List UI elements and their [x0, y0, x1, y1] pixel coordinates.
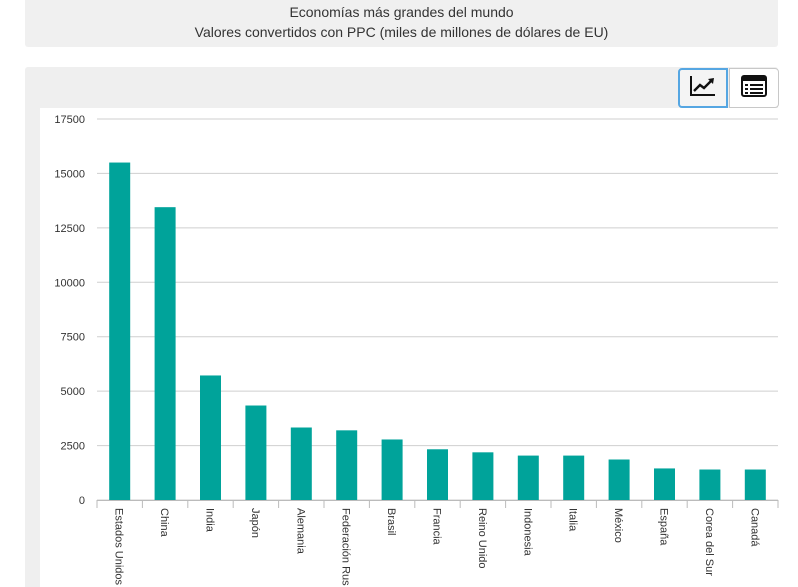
x-tick-label: China	[158, 508, 170, 538]
bar	[517, 455, 539, 500]
y-tick-label: 2500	[61, 441, 85, 453]
bar	[563, 455, 585, 500]
x-tick-label: Canadá	[748, 508, 760, 547]
x-tick-label: Estados Unidos	[113, 508, 125, 586]
bar	[245, 405, 267, 500]
chart-subtitle: Valores convertidos con PPC (miles de mi…	[194, 24, 609, 40]
y-tick-label: 10000	[54, 277, 85, 289]
chart-title-box: Economías más grandes del mundo Valores …	[25, 0, 778, 47]
chart-view-button[interactable]	[678, 68, 728, 108]
bar	[336, 430, 358, 500]
table-list-icon	[741, 74, 767, 102]
y-tick-label: 7500	[61, 332, 85, 344]
x-tick-label: Corea del Sur	[703, 508, 715, 576]
x-tick-label: Federación Rus	[340, 508, 352, 586]
y-tick-label: 15000	[54, 168, 85, 180]
bar	[744, 469, 766, 500]
line-chart-icon	[689, 75, 717, 102]
bar	[154, 207, 176, 500]
bar	[290, 427, 312, 500]
bar	[608, 459, 630, 500]
x-tick-label: Alemania	[294, 508, 306, 555]
y-tick-label: 0	[79, 495, 85, 507]
y-tick-label: 17500	[54, 114, 85, 126]
x-tick-label: Japón	[249, 508, 261, 538]
bar	[381, 439, 403, 500]
x-tick-label: Reino Unido	[476, 508, 488, 569]
x-tick-label: México	[612, 508, 624, 543]
y-tick-label: 12500	[54, 223, 85, 235]
bar	[654, 468, 675, 500]
y-tick-label: 5000	[61, 386, 85, 398]
bar	[699, 469, 721, 500]
x-tick-label: Italia	[567, 508, 579, 532]
bar	[427, 449, 448, 500]
x-tick-label: Francia	[431, 508, 443, 546]
x-tick-label: España	[658, 508, 670, 546]
x-tick-label: Indonesia	[521, 508, 533, 557]
table-view-button[interactable]	[729, 68, 779, 108]
bar	[200, 375, 221, 500]
bar	[109, 162, 131, 501]
x-tick-label: India	[204, 508, 216, 533]
x-tick-label: Brasil	[385, 508, 397, 536]
bar	[472, 452, 494, 500]
chart-title: Economías más grandes del mundo	[289, 4, 514, 20]
